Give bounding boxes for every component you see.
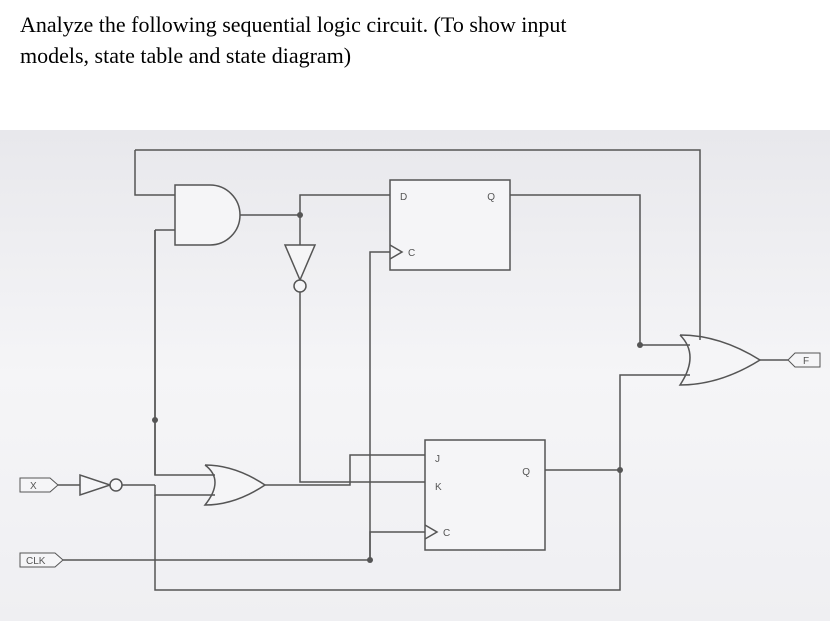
d-q-pin-label: Q [487, 192, 495, 203]
k-pin-label: K [435, 482, 442, 493]
wire-vjoin-to-or1 [155, 230, 215, 475]
x-terminal [20, 478, 58, 492]
not-gate-2-triangle [80, 475, 110, 495]
x-terminal-label: X [30, 481, 37, 492]
j-pin-label: J [435, 454, 440, 465]
node-clk [367, 557, 373, 563]
wire-dq-to-or2 [510, 195, 690, 345]
wire-to-d [300, 195, 390, 215]
wire-to-and-top [135, 150, 175, 195]
wire-to-or1-bot [155, 485, 215, 495]
or-gate-1 [205, 465, 265, 505]
not-gate-2-bubble [110, 479, 122, 491]
not-gate-1-bubble [294, 280, 306, 292]
and-gate [175, 185, 240, 245]
question-text-area: Analyze the following sequential logic c… [0, 0, 830, 72]
question-line1: Analyze the following sequential logic c… [20, 10, 810, 41]
wire-jkq-to-or2 [545, 375, 690, 470]
wire-not1-to-k [300, 292, 425, 482]
not-gate-1-triangle [285, 245, 315, 280]
circuit-diagram: D Q C J K Q C X CLK F [0, 130, 830, 621]
f-terminal-label: F [803, 356, 809, 367]
d-c-pin-label: C [408, 248, 415, 259]
d-pin-label: D [400, 192, 407, 203]
jk-q-pin-label: Q [522, 467, 530, 478]
node-1 [297, 212, 303, 218]
wire-clk-to-dc [370, 252, 390, 560]
circuit-svg: D Q C J K Q C X CLK F [0, 130, 830, 621]
wire-or1-to-j [265, 455, 425, 485]
node-jkq [617, 467, 623, 473]
node-dq [637, 342, 643, 348]
question-line2: models, state table and state diagram) [20, 41, 810, 72]
or-gate-2 [680, 335, 760, 385]
jk-c-pin-label: C [443, 528, 450, 539]
clk-terminal-label: CLK [26, 556, 46, 567]
